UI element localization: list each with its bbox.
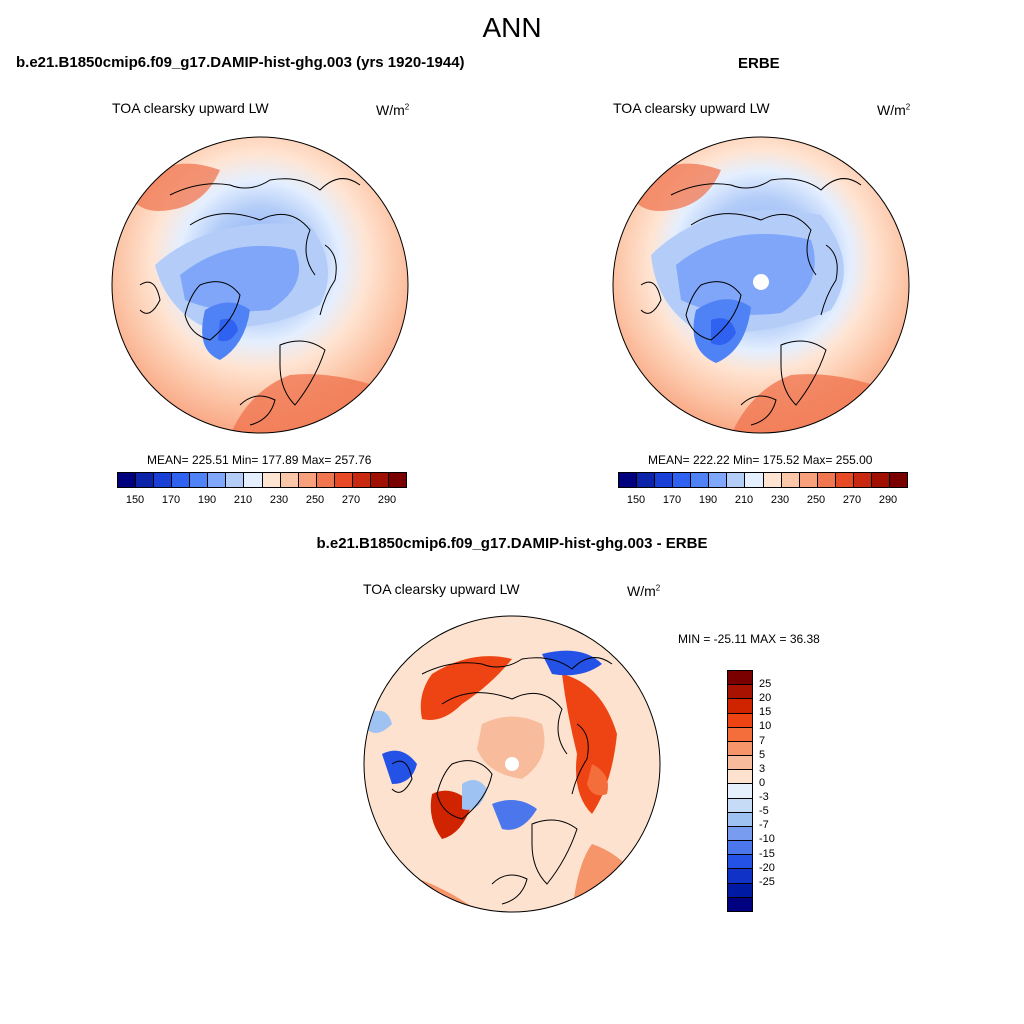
colorbar-tick-label: 170 [662,494,682,506]
colorbar-box [763,473,782,487]
colorbar-box [728,713,752,728]
colorbar-box [871,473,890,487]
panel-1-units: W/m2 [376,102,410,118]
colorbar-box [388,473,406,487]
colorbar-box [298,473,317,487]
colorbar-tick-label: 15 [759,706,772,719]
colorbar-tick-label: 170 [161,494,181,506]
panel-1-stats: MEAN= 225.51 Min= 177.89 Max= 257.76 [147,453,372,467]
colorbar-tick-label: -3 [759,791,769,804]
colorbar-tick-label: -7 [759,819,769,832]
colorbar-box [728,841,752,856]
colorbar-box [728,784,752,799]
panel-2-field-label: TOA clearsky upward LW [613,100,770,116]
colorbar-box [709,473,728,487]
colorbar-tick-label: -10 [759,833,775,846]
colorbar-box [728,855,752,870]
colorbar-box [673,473,692,487]
colorbar-box [244,473,263,487]
panel-3-colorbar [727,670,753,912]
panel-2-title: ERBE [738,55,780,72]
colorbar-box [728,812,752,827]
colorbar-box [835,473,854,487]
panel-3-polar-map [363,615,661,913]
colorbar-box [334,473,353,487]
colorbar-tick-label: -25 [759,875,775,888]
colorbar-box [370,473,389,487]
colorbar-tick-label: 270 [341,494,361,506]
colorbar-tick-label: 210 [734,494,754,506]
panel-3-units: W/m2 [627,583,661,599]
colorbar-tick-label: 290 [878,494,898,506]
panel-2-units: W/m2 [877,102,911,118]
colorbar-box [728,741,752,757]
panel-1-title: b.e21.B1850cmip6.f09_g17.DAMIP-hist-ghg.… [16,54,465,71]
colorbar-box [781,473,800,487]
main-title: ANN [482,12,542,43]
colorbar-box [745,473,764,487]
colorbar-box [853,473,872,487]
colorbar-box [728,798,752,813]
panel-2-colorbar [618,472,908,488]
colorbar-tick-label: 270 [842,494,862,506]
colorbar-box [728,770,752,785]
colorbar-box [316,473,335,487]
colorbar-box [655,473,674,487]
colorbar-box [728,685,752,700]
colorbar-tick-label: 10 [759,720,772,733]
colorbar-box [691,473,710,487]
colorbar-tick-label: 0 [759,776,766,789]
colorbar-box [172,473,191,487]
colorbar-box [154,473,173,487]
panel-2-stats: MEAN= 222.22 Min= 175.52 Max= 255.00 [648,453,873,467]
colorbar-box [136,473,155,487]
colorbar-box [208,473,227,487]
colorbar-box [799,473,818,487]
colorbar-tick-label: 230 [269,494,289,506]
panel-1-colorbar [117,472,407,488]
colorbar-tick-label: -15 [759,847,775,860]
colorbar-tick-label: -20 [759,861,775,874]
colorbar-box [262,473,281,487]
colorbar-tick-label: 290 [377,494,397,506]
colorbar-tick-label: 5 [759,748,766,761]
colorbar-box [728,897,752,911]
colorbar-box [118,473,137,487]
panel-3-title: b.e21.B1850cmip6.f09_g17.DAMIP-hist-ghg.… [316,535,708,552]
colorbar-tick-label: 150 [125,494,145,506]
colorbar-tick-label: 250 [806,494,826,506]
colorbar-tick-label: 20 [759,692,772,705]
colorbar-tick-label: 150 [626,494,646,506]
colorbar-tick-label: 7 [759,734,766,747]
colorbar-box [728,699,752,714]
colorbar-box [728,727,752,742]
colorbar-box [889,473,907,487]
colorbar-box [728,756,752,771]
colorbar-tick-label: 250 [305,494,325,506]
colorbar-box [728,869,752,884]
colorbar-box [280,473,299,487]
panel-1-field-label: TOA clearsky upward LW [112,100,269,116]
colorbar-box [728,883,752,898]
panel-3-stats: MIN = -25.11 MAX = 36.38 [678,632,820,646]
panel-3-field-label: TOA clearsky upward LW [363,581,520,597]
colorbar-tick-label: 230 [770,494,790,506]
colorbar-tick-label: 3 [759,762,766,775]
colorbar-tick-label: 190 [698,494,718,506]
colorbar-box [728,671,752,686]
colorbar-box [226,473,245,487]
colorbar-box [817,473,836,487]
colorbar-box [637,473,656,487]
colorbar-box [619,473,638,487]
colorbar-box [728,826,752,842]
colorbar-tick-label: 210 [233,494,253,506]
colorbar-box [190,473,209,487]
panel-2-polar-map [612,136,910,434]
colorbar-tick-label: -5 [759,805,769,818]
colorbar-box [352,473,371,487]
panel-1-polar-map [111,136,409,434]
colorbar-tick-label: 25 [759,678,772,691]
colorbar-box [727,473,746,487]
colorbar-tick-label: 190 [197,494,217,506]
